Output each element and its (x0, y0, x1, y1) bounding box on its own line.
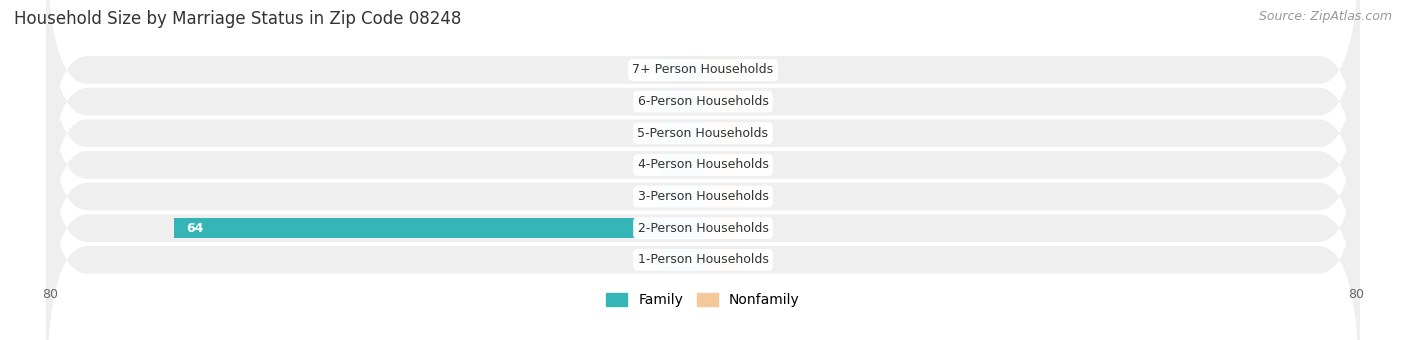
Text: 6-Person Households: 6-Person Households (637, 95, 769, 108)
Bar (703, 187, 744, 206)
FancyBboxPatch shape (46, 84, 1360, 340)
FancyBboxPatch shape (46, 0, 1360, 246)
Text: 0: 0 (754, 64, 762, 76)
FancyBboxPatch shape (46, 116, 1360, 340)
Text: 4-Person Households: 4-Person Households (637, 158, 769, 171)
Text: 64: 64 (187, 222, 204, 235)
Text: 0: 0 (644, 253, 652, 266)
Text: 0: 0 (754, 253, 762, 266)
Text: 0: 0 (644, 190, 652, 203)
Text: 0: 0 (754, 158, 762, 171)
Bar (703, 60, 744, 80)
Text: 0: 0 (754, 95, 762, 108)
Bar (662, 92, 703, 112)
Bar (662, 60, 703, 80)
FancyBboxPatch shape (46, 52, 1360, 340)
Bar (662, 250, 703, 270)
Text: 0: 0 (754, 222, 762, 235)
Bar (174, 218, 703, 238)
Text: 0: 0 (644, 64, 652, 76)
Bar (703, 218, 744, 238)
Text: 80: 80 (1348, 288, 1364, 301)
Text: 0: 0 (754, 127, 762, 140)
Text: 7+ Person Households: 7+ Person Households (633, 64, 773, 76)
Text: Source: ZipAtlas.com: Source: ZipAtlas.com (1258, 10, 1392, 23)
Text: 3-Person Households: 3-Person Households (637, 190, 769, 203)
Legend: Family, Nonfamily: Family, Nonfamily (600, 288, 806, 313)
Text: 0: 0 (644, 95, 652, 108)
Text: 1-Person Households: 1-Person Households (637, 253, 769, 266)
Text: 0: 0 (644, 158, 652, 171)
Bar (703, 250, 744, 270)
FancyBboxPatch shape (46, 21, 1360, 309)
Text: 2-Person Households: 2-Person Households (637, 222, 769, 235)
Bar (662, 155, 703, 175)
Bar (662, 123, 703, 143)
Text: 0: 0 (754, 190, 762, 203)
Bar (662, 187, 703, 206)
FancyBboxPatch shape (46, 0, 1360, 277)
Text: 0: 0 (644, 127, 652, 140)
FancyBboxPatch shape (46, 0, 1360, 214)
Text: 80: 80 (42, 288, 58, 301)
Bar (703, 123, 744, 143)
Bar (703, 155, 744, 175)
Text: Household Size by Marriage Status in Zip Code 08248: Household Size by Marriage Status in Zip… (14, 10, 461, 28)
Bar (703, 92, 744, 112)
Text: 5-Person Households: 5-Person Households (637, 127, 769, 140)
